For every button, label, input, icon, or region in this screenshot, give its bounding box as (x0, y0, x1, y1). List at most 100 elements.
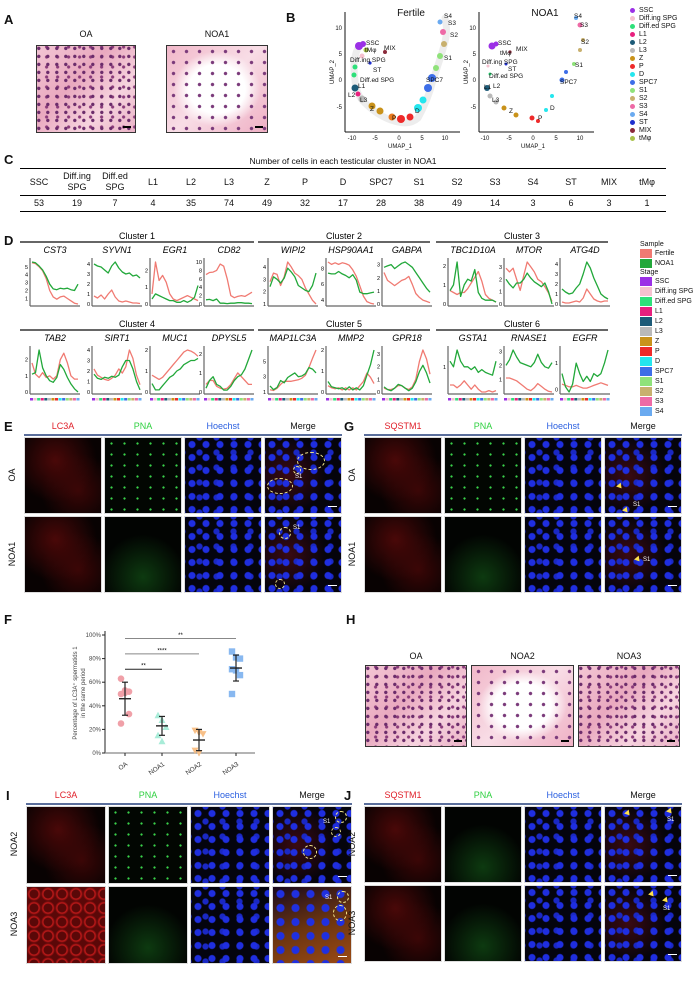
svg-text:0: 0 (555, 302, 558, 308)
legend-dot-icon (630, 119, 635, 125)
header-divider (26, 803, 352, 805)
svg-text:1: 1 (321, 369, 324, 375)
legend-item: L2 (640, 316, 693, 326)
svg-text:L2: L2 (493, 83, 501, 90)
if-image-noa2-hoechst (190, 806, 270, 884)
legend-item: SSC (630, 6, 677, 14)
svg-text:MTOR: MTOR (516, 245, 543, 255)
legend-swatch-icon (640, 276, 652, 286)
svg-text:Z: Z (509, 108, 513, 115)
table-header-cell: SPC7 (369, 176, 393, 187)
svg-text:0: 0 (339, 78, 343, 84)
panel-d-legend: Sample Fertile NOA1 Stage SSC Diff.ing SPG Dif… (640, 241, 693, 416)
svg-text:4: 4 (87, 348, 90, 354)
svg-text:SYVN1: SYVN1 (102, 245, 132, 255)
svg-text:2: 2 (145, 348, 148, 354)
legend-item: L1 (630, 30, 677, 38)
legend-dot-icon (630, 55, 635, 61)
channel-header-sqstm1: SQSTM1 (384, 421, 422, 431)
panel-d-expression-trend-charts: Cluster 1CST312345SYVN101234EGR1012CD820… (20, 231, 610, 401)
table-value-cell: 4 (150, 198, 156, 208)
svg-text:UMAP_1: UMAP_1 (521, 144, 546, 150)
channel-header-merge: Merge (299, 790, 325, 800)
svg-text:S4: S4 (574, 13, 582, 20)
svg-text:WIPI2: WIPI2 (281, 245, 306, 255)
row-label-noa3: NOA3 (347, 910, 357, 935)
panel-c-cell-count-table: Number of cells in each testicular clust… (20, 156, 666, 212)
legend-label: S1 (655, 377, 664, 385)
legend-swatch-icon (640, 356, 652, 366)
table-value-cell: 19 (71, 198, 82, 208)
table-header-cell: S4 (527, 176, 539, 187)
legend-dot-icon (630, 15, 635, 21)
channel-header-merge: Merge (290, 421, 316, 431)
row-label-oa: OA (7, 468, 17, 482)
svg-text:60%: 60% (89, 680, 102, 686)
table-value-cell: 14 (489, 198, 500, 208)
scale-bar (123, 126, 131, 128)
cell-outline-circle (297, 452, 325, 470)
panel-h-letter: H (346, 612, 356, 627)
table-title: Number of cells in each testicular clust… (20, 156, 666, 169)
svg-text:S2: S2 (450, 32, 458, 39)
svg-text:4: 4 (263, 265, 266, 271)
if-image-noa3-pna (444, 885, 522, 962)
svg-text:40%: 40% (89, 704, 102, 710)
legend-item: S3 (640, 396, 693, 406)
channel-header-lc3a: LC3A (54, 790, 78, 800)
svg-text:S1: S1 (444, 55, 452, 62)
legend-label: L1 (639, 30, 647, 38)
svg-text:5: 5 (339, 52, 343, 58)
svg-text:Diff.ing SPG: Diff.ing SPG (482, 59, 518, 66)
table-header-cell: ST (565, 176, 577, 187)
panel-h-noa2-histology-image (471, 665, 574, 747)
svg-text:Percentage of LC3A⁺ spermatids: Percentage of LC3A⁺ spermatids 1 (72, 646, 79, 740)
legend-swatch-icon (640, 366, 652, 376)
legend-label: SSC (655, 277, 670, 285)
channel-header-hoechst: Hoechst (546, 790, 580, 800)
svg-text:2: 2 (145, 268, 148, 274)
row-label-oa: OA (347, 468, 357, 482)
channel-header-pna: PNA (473, 421, 493, 431)
channel-header-pna: PNA (133, 421, 153, 431)
arrowhead-icon (624, 809, 632, 818)
svg-text:1: 1 (499, 377, 502, 383)
legend-item: ST (630, 118, 677, 126)
svg-text:1: 1 (555, 292, 558, 298)
table-value-cell: 74 (223, 198, 234, 208)
legend-item: D (630, 70, 677, 78)
svg-text:SSC: SSC (498, 40, 512, 47)
svg-text:1: 1 (263, 390, 266, 396)
table-header-cell: L2 (185, 176, 196, 187)
svg-text:SIRT1: SIRT1 (104, 333, 129, 343)
legend-label: ST (639, 118, 648, 126)
scale-bar (561, 740, 569, 742)
legend-item: L3 (640, 326, 693, 336)
svg-text:20%: 20% (89, 727, 102, 733)
svg-text:EGR1: EGR1 (163, 245, 188, 255)
panel-g-letter: G (344, 419, 355, 434)
svg-text:6: 6 (199, 277, 202, 283)
svg-text:Cluster 4: Cluster 4 (119, 319, 155, 329)
svg-text:Cluster 1: Cluster 1 (119, 231, 155, 241)
if-image-noa2-merge: S1 (272, 806, 352, 884)
svg-text:UMAP_1: UMAP_1 (388, 144, 413, 150)
svg-text:0: 0 (199, 390, 202, 396)
svg-text:5: 5 (420, 136, 424, 142)
if-image-noa3-pna (108, 886, 188, 964)
if-image-noa1-lc3a (24, 516, 102, 593)
table-value-cell: 28 (375, 198, 386, 208)
s1-annotation: S1 (323, 819, 331, 825)
panel-f-scatter-chart: 0% 20% 40% 60% 80% 100% Percentage of LC3A⁺ sp… (72, 631, 255, 777)
panel-a-oa-title: OA (79, 29, 93, 39)
svg-text:L3: L3 (360, 97, 368, 104)
svg-text:0: 0 (25, 390, 28, 396)
svg-text:1: 1 (87, 380, 90, 386)
svg-text:L3: L3 (492, 97, 500, 104)
scale-bar (668, 584, 677, 586)
legend-label: L3 (639, 46, 647, 54)
table-header-cell: S2 (451, 176, 463, 187)
svg-text:10: 10 (196, 260, 202, 266)
s1-annotation: S1 (663, 906, 671, 912)
s1-annotation: S1 (293, 525, 301, 531)
